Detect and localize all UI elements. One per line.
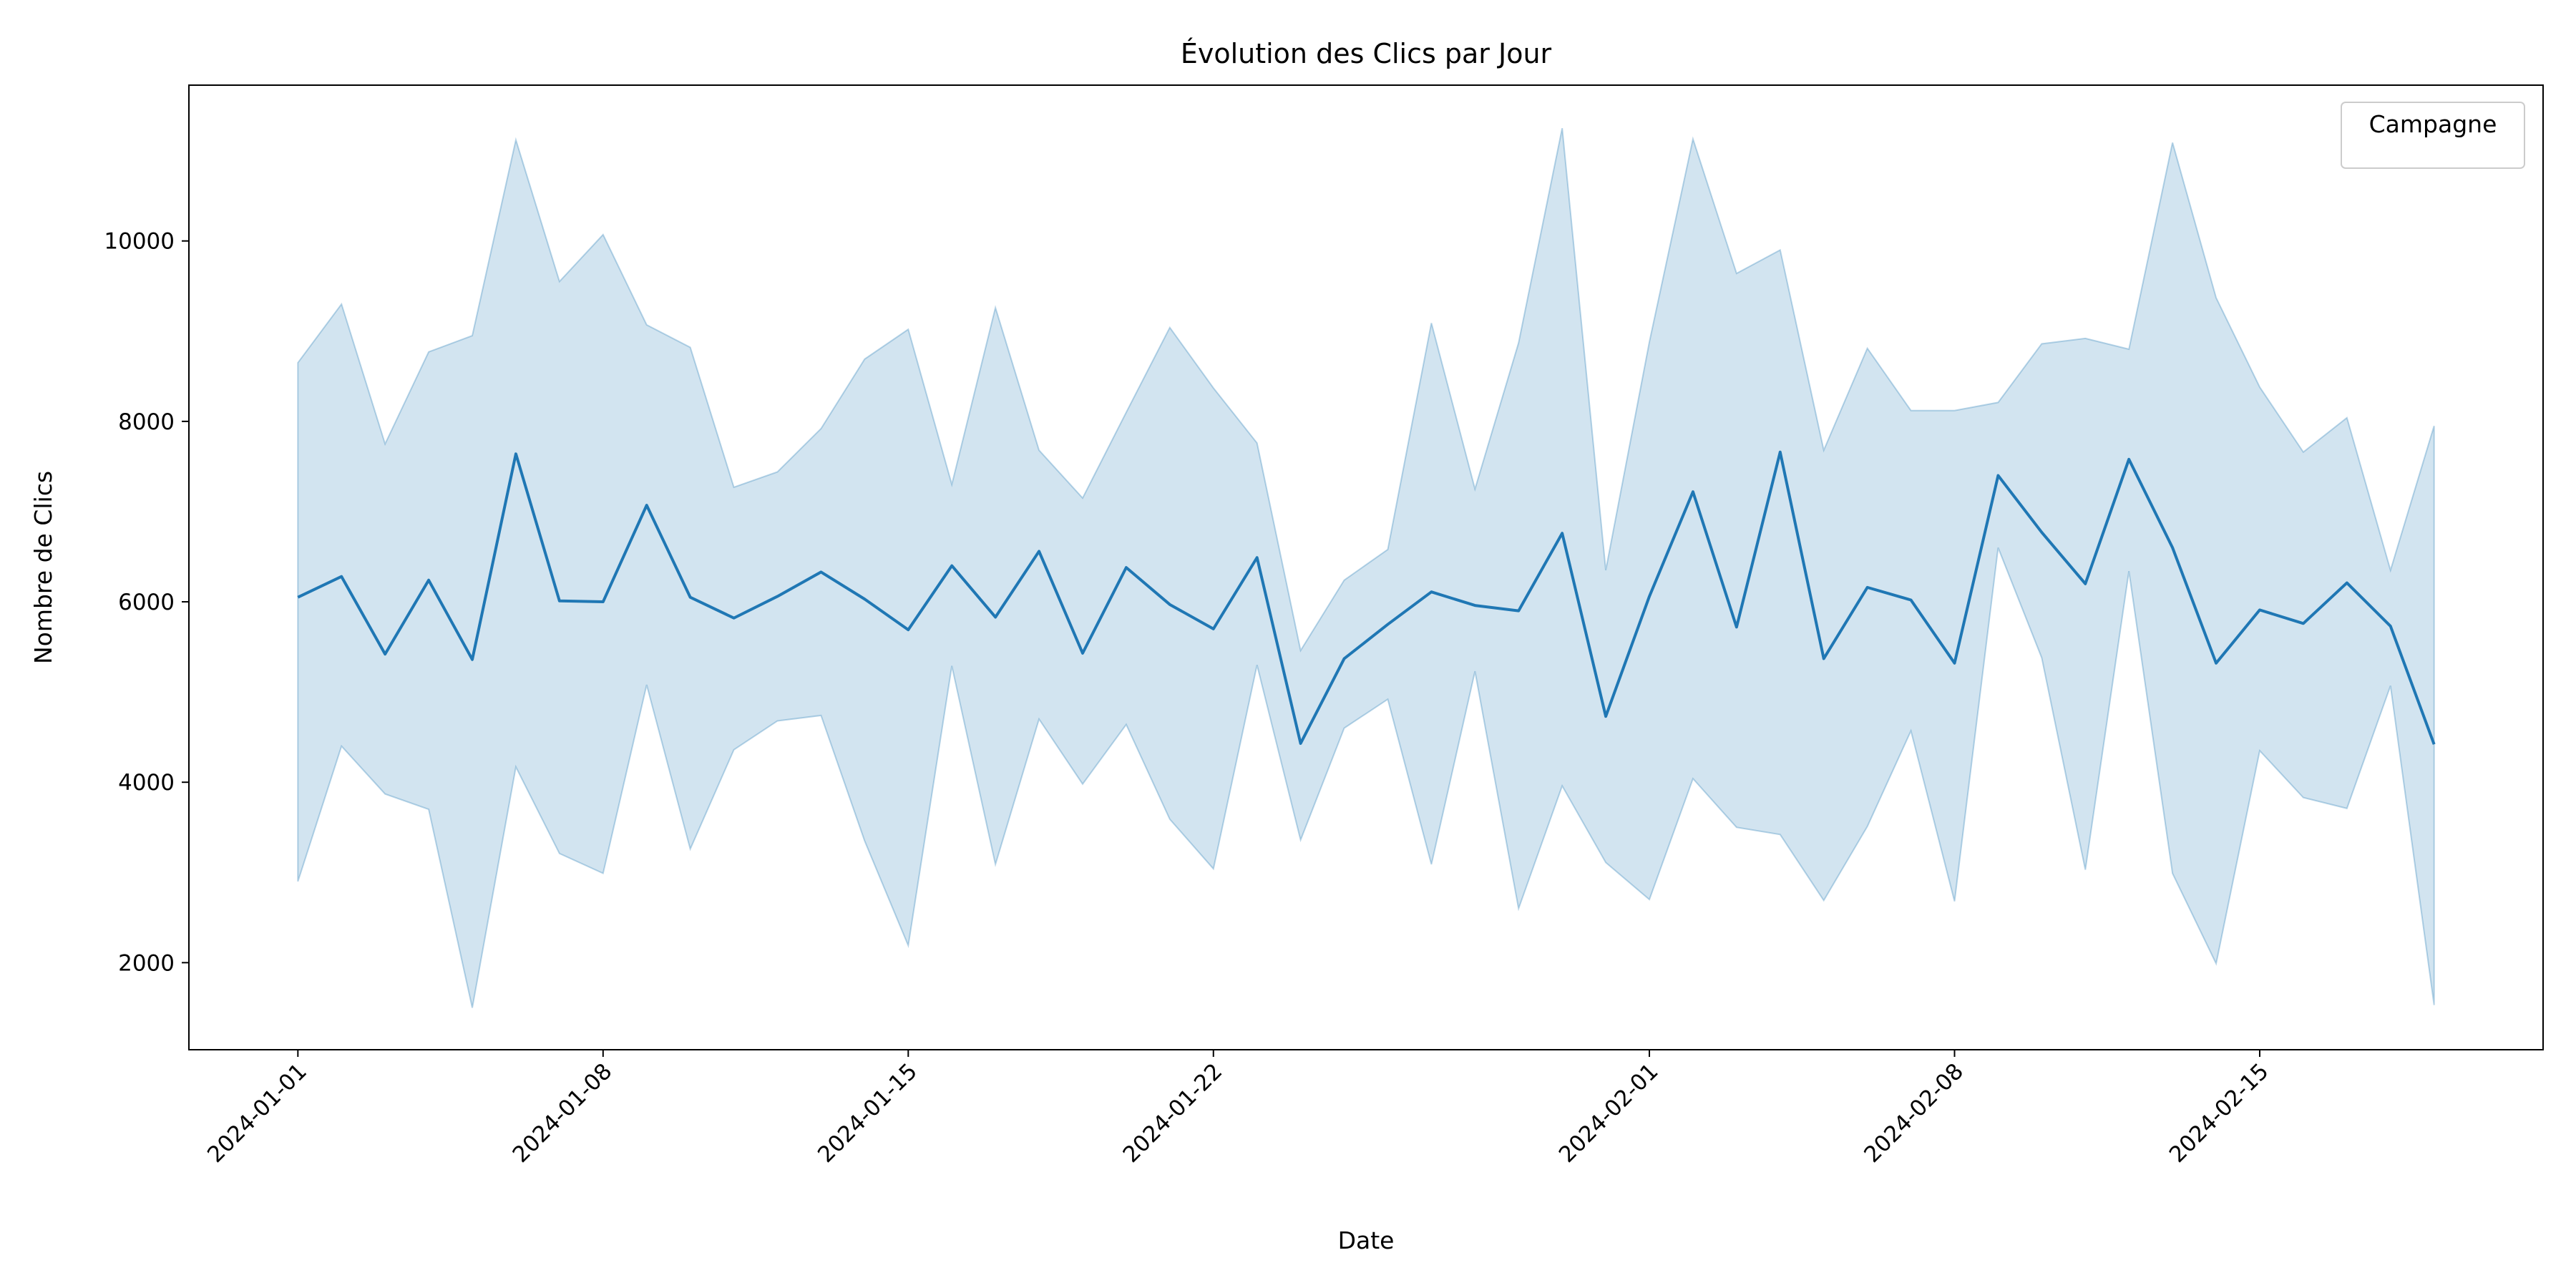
y-tick-label: 2000: [118, 950, 175, 976]
chart-title: Évolution des Clics par Jour: [1181, 38, 1552, 69]
y-tick-label: 4000: [118, 770, 175, 796]
legend-box: [2341, 102, 2525, 169]
legend: Campagne: [2341, 102, 2525, 169]
legend-title: Campagne: [2369, 110, 2497, 138]
x-axis-label: Date: [1338, 1226, 1395, 1254]
y-tick-label: 8000: [118, 409, 175, 435]
y-tick-label: 10000: [104, 229, 175, 255]
confidence-band: [297, 127, 2435, 1008]
plot-frame: [188, 84, 2544, 1050]
y-tick-label: 6000: [118, 590, 175, 615]
y-axis-label: Nombre de Clics: [29, 471, 57, 664]
line: [297, 450, 2436, 745]
